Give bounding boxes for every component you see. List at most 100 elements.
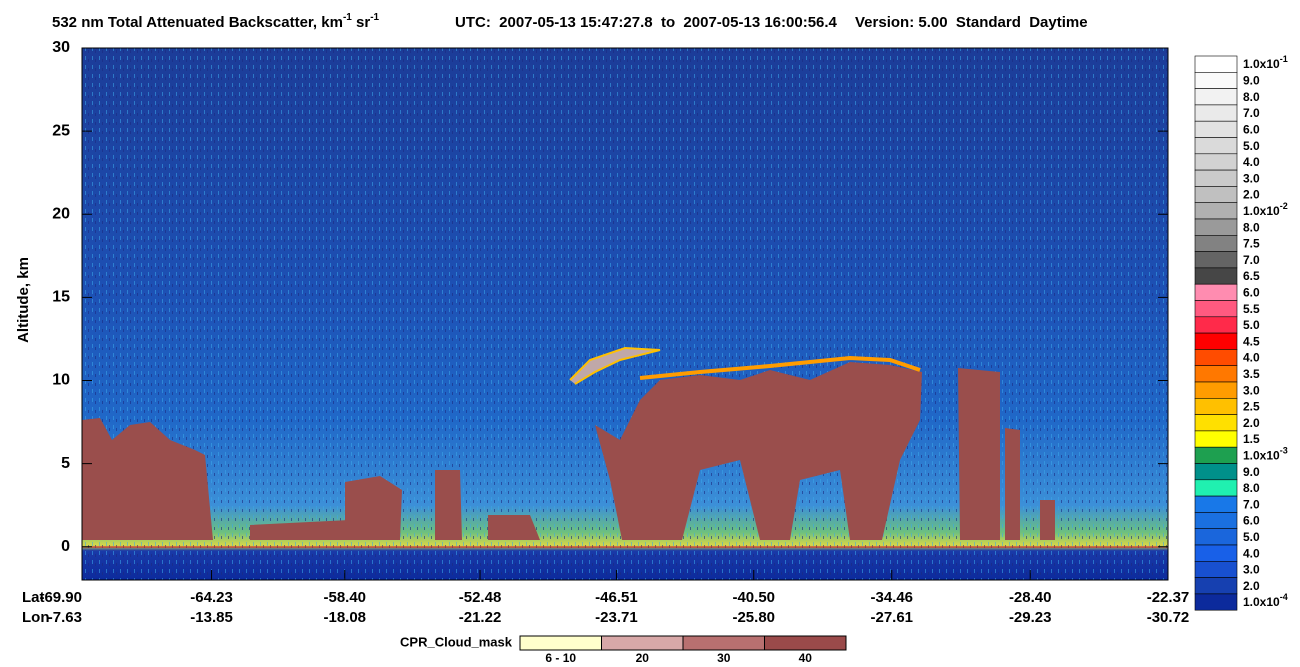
colorbar-label: 2.0 — [1243, 579, 1260, 593]
cloud-mask-swatch — [601, 635, 684, 651]
colorbar-swatch — [1194, 55, 1238, 73]
colorbar-label: 5.0 — [1243, 139, 1260, 153]
colorbar-label: 6.0 — [1243, 123, 1260, 137]
lon-label: -7.63 — [48, 609, 82, 626]
colorbar-label: 7.0 — [1243, 497, 1260, 511]
chart-title: 532 nm Total Attenuated Backscatter, km-… — [52, 12, 380, 31]
cloud-mask-swatch — [519, 635, 602, 651]
lon-label: -29.23 — [1009, 609, 1052, 626]
colorbar-label-base: 1.0x10 — [1243, 595, 1280, 609]
colorbar-swatch — [1194, 512, 1238, 530]
y-tick-label: 10 — [52, 372, 70, 389]
x-tick-label: -69.90 — [39, 589, 82, 606]
lon-label: -21.22 — [459, 609, 502, 626]
y-tick-label: 5 — [61, 455, 70, 472]
colorbar-swatch — [1194, 349, 1238, 366]
lat-row-label: Lat — [22, 589, 45, 606]
colorbar-label: 7.0 — [1243, 106, 1260, 120]
colorbar-label: 8.0 — [1243, 90, 1260, 104]
lon-row-label: Lon — [22, 609, 50, 626]
y-tick-label: 25 — [52, 122, 70, 139]
x-tick-label: -64.23 — [190, 589, 233, 606]
colorbar-swatch — [1194, 577, 1238, 595]
colorbar-swatch — [1194, 316, 1238, 334]
colorbar-swatch — [1194, 186, 1238, 203]
colorbar-swatch — [1194, 169, 1238, 187]
colorbar-swatch — [1194, 120, 1238, 138]
y-tick-label: 0 — [61, 538, 70, 555]
cloud-mask-label: 30 — [717, 651, 731, 665]
colorbar-label: 1.0x10-1 — [1243, 55, 1288, 72]
colorbar-label: 2.5 — [1243, 400, 1260, 414]
colorbar-label: 5.0 — [1243, 530, 1260, 544]
x-tick-label: -40.50 — [732, 589, 775, 606]
x-tick-label: -28.40 — [1009, 589, 1052, 606]
colorbar-label: 7.0 — [1243, 253, 1260, 267]
colorbar-swatch — [1194, 283, 1238, 301]
colorbar-label: 5.0 — [1243, 318, 1260, 332]
y-axis-label: Altitude, km — [15, 257, 32, 343]
colorbar-label: 5.5 — [1243, 302, 1260, 316]
x-tick-label: -58.40 — [323, 589, 366, 606]
x-tick-label: -34.46 — [870, 589, 913, 606]
colorbar-swatch — [1194, 104, 1238, 122]
x-tick-label: -22.37 — [1147, 589, 1190, 606]
colorbar-swatch — [1194, 397, 1238, 415]
colorbar-label: 6.5 — [1243, 269, 1260, 283]
backscatter-image — [82, 48, 1168, 580]
colorbar-swatch — [1194, 72, 1238, 89]
colorbar-swatch — [1194, 88, 1238, 106]
colorbar-label-exp: -4 — [1280, 592, 1288, 602]
version: Version: 5.00 Standard Daytime — [855, 14, 1088, 31]
plot-frame — [81, 47, 1169, 581]
colorbar-label: 1.0x10-4 — [1243, 592, 1288, 609]
colorbar-label-exp: -1 — [1280, 55, 1288, 65]
colorbar-swatch — [1194, 430, 1238, 448]
colorbar-label: 4.0 — [1243, 546, 1260, 560]
colorbar-label: 6.0 — [1243, 286, 1260, 300]
colorbar-label-base: 1.0x10 — [1243, 57, 1280, 71]
colorbar-label: 2.0 — [1243, 188, 1260, 202]
colorbar-label: 2.0 — [1243, 416, 1260, 430]
colorbar-swatch — [1194, 300, 1238, 318]
colorbar-swatch — [1194, 560, 1238, 578]
x-tick-label: -46.51 — [595, 589, 638, 606]
colorbar-label: 3.0 — [1243, 171, 1260, 185]
lon-label: -30.72 — [1147, 609, 1190, 626]
utc-range: UTC: 2007-05-13 15:47:27.8 to 2007-05-13… — [455, 14, 838, 31]
colorbar-label: 1.5 — [1243, 432, 1260, 446]
colorbar-swatch — [1194, 137, 1238, 155]
colorbar-swatch — [1194, 528, 1238, 546]
title-text: 532 nm Total Attenuated Backscatter, km — [52, 14, 343, 31]
colorbar-swatch — [1194, 218, 1238, 236]
cloud-mask-label: 6 - 10 — [545, 651, 576, 665]
colorbar-swatch — [1194, 332, 1238, 350]
cloud-mask-title: CPR_Cloud_mask — [400, 634, 513, 649]
lon-label: -18.08 — [323, 609, 366, 626]
colorbar-swatch — [1194, 593, 1238, 611]
colorbar-swatch — [1194, 381, 1238, 399]
colorbar-label: 3.0 — [1243, 563, 1260, 577]
title-unit: sr — [352, 14, 371, 31]
cloud-mask-label: 40 — [799, 651, 813, 665]
colorbar-swatch — [1194, 267, 1238, 285]
colorbar-swatch — [1194, 544, 1238, 562]
colorbar-label: 6.0 — [1243, 514, 1260, 528]
title-exp: -1 — [343, 12, 352, 23]
colorbar-label: 3.5 — [1243, 367, 1260, 381]
colorbar-label: 4.5 — [1243, 334, 1260, 348]
colorbar-label: 3.0 — [1243, 383, 1260, 397]
colorbar-label: 7.5 — [1243, 237, 1260, 251]
lon-label: -23.71 — [595, 609, 638, 626]
lon-label: -25.80 — [732, 609, 775, 626]
title-exp: -1 — [370, 12, 379, 23]
colorbar-label-base: 1.0x10 — [1243, 204, 1280, 218]
lon-label: -13.85 — [190, 609, 233, 626]
colorbar-label: 9.0 — [1243, 465, 1260, 479]
colorbar-swatch — [1194, 251, 1238, 269]
y-tick-label: 30 — [52, 39, 70, 56]
colorbar-swatch — [1194, 365, 1238, 383]
colorbar-label: 1.0x10-2 — [1243, 201, 1288, 218]
cloud-mask-label: 20 — [636, 651, 650, 665]
colorbar-label-exp: -3 — [1280, 446, 1288, 456]
